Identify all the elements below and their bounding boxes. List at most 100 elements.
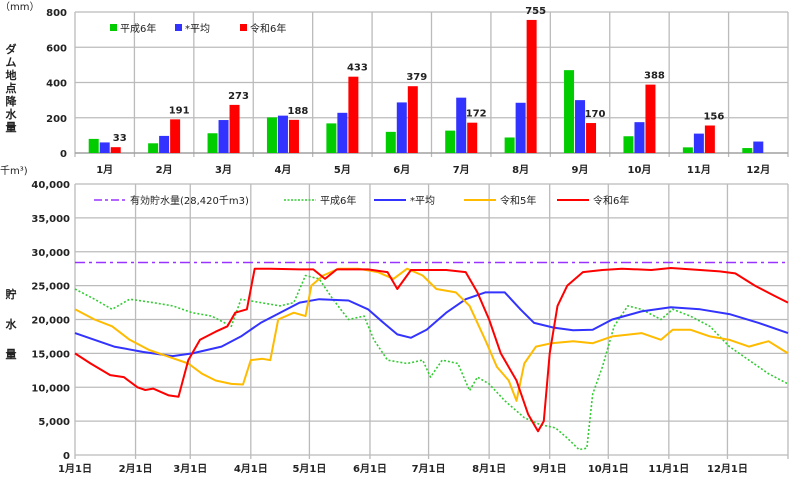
legend-swatch — [110, 24, 117, 31]
y-tick-label: 25,000 — [31, 282, 70, 293]
data-label: 33 — [113, 133, 127, 144]
x-tick-label: 10月1日 — [588, 463, 629, 475]
bar-*平均 — [515, 102, 526, 153]
bar-平成6年 — [148, 143, 159, 153]
bar-*平均 — [99, 142, 110, 153]
bar-*平均 — [396, 102, 407, 153]
x-tick-label: 11月 — [687, 164, 711, 176]
bar-平成6年 — [623, 136, 634, 153]
x-tick-label: 1月 — [96, 164, 113, 176]
data-label: 433 — [347, 63, 368, 74]
x-tick-label: 9月 — [572, 164, 589, 176]
bar-令和6年 — [170, 119, 181, 153]
data-label: 172 — [466, 109, 487, 120]
bar-令和6年 — [288, 119, 299, 153]
legend-label: 平成6年 — [320, 194, 356, 207]
legend-swatch — [240, 24, 247, 31]
x-tick-label: 5月1日 — [292, 463, 326, 475]
bar-令和6年 — [229, 104, 240, 153]
x-tick-label: 4月1日 — [234, 463, 268, 475]
legend-label: *平均 — [185, 23, 210, 35]
bar-*平均 — [456, 97, 467, 153]
y-tick-label: 5,000 — [38, 417, 70, 428]
x-tick-label: 7月 — [453, 164, 470, 176]
bar-平成6年 — [564, 70, 575, 153]
y-tick-label: 15,000 — [31, 349, 70, 360]
x-tick-label: 8月1日 — [472, 463, 506, 475]
x-tick-label: 12月1日 — [707, 463, 748, 475]
bar-平成6年 — [504, 137, 515, 153]
data-label: 170 — [585, 109, 606, 120]
bar-平成6年 — [742, 148, 753, 153]
legend-label: 令和6年 — [250, 22, 286, 35]
y-unit-label: （mm） — [0, 1, 39, 13]
data-label: 156 — [703, 112, 724, 123]
y-tick-label: 600 — [46, 43, 67, 54]
legend-label: 令和5年 — [500, 194, 536, 207]
x-tick-label: 6月 — [393, 164, 410, 176]
data-label: 188 — [288, 106, 309, 117]
bar-令和6年 — [467, 122, 478, 153]
bar-平成6年 — [88, 138, 99, 153]
y-tick-label: 0 — [63, 451, 70, 462]
bar-令和6年 — [407, 86, 418, 153]
y-tick-label: 800 — [46, 8, 67, 19]
bar-*平均 — [159, 135, 170, 153]
legend-swatch — [175, 24, 182, 31]
storage-line-chart: 0 5,000 10,000 15,000 20,000 25,000 30,000 35,0… — [0, 165, 789, 475]
x-tick-label: 5月 — [334, 164, 351, 176]
y-tick-label: 40,000 — [31, 180, 70, 191]
line-令和5年 — [74, 267, 789, 402]
legend-label: 令和6年 — [593, 194, 629, 207]
x-tick-label: 6月1日 — [353, 463, 387, 475]
x-tick-label: 9月1日 — [533, 463, 567, 475]
x-tick-label: 10月 — [627, 164, 651, 176]
x-tick-label: 1月1日 — [58, 463, 92, 475]
data-label: 379 — [406, 72, 427, 83]
x-tick-label: 8月 — [512, 164, 529, 176]
y-tick-label: 0 — [60, 149, 67, 160]
bar-平成6年 — [207, 133, 218, 153]
x-tick-label: 4月 — [274, 164, 291, 176]
bar-令和6年 — [704, 125, 715, 153]
bar-*平均 — [634, 122, 645, 153]
rainfall-bar-chart: 0 200 400 600 800 1月 2月 3月 4月 5月 6月 7月 8月 9月 10月 11月 12月… — [0, 1, 789, 176]
y-tick-label: 20,000 — [31, 316, 70, 327]
bar-平成6年 — [385, 131, 396, 153]
bar-平成6年 — [266, 117, 277, 153]
bar-*平均 — [693, 133, 704, 153]
y-tick-label: 30,000 — [31, 248, 70, 259]
data-label: 273 — [228, 91, 249, 102]
x-tick-label: 2月1日 — [119, 463, 153, 475]
bar-令和6年 — [526, 19, 537, 154]
bar-*平均 — [277, 115, 288, 153]
legend-label: 有効貯水量(28,420千m3) — [130, 194, 249, 207]
bar-*平均 — [575, 100, 586, 153]
x-tick-label: 3月 — [215, 164, 232, 176]
bar-*平均 — [337, 112, 348, 153]
y-axis-title: 貯水量 — [6, 287, 18, 361]
x-tick-label: 2月 — [156, 164, 173, 176]
bar-令和6年 — [110, 147, 121, 153]
data-label: 191 — [169, 105, 190, 116]
bar-平成6年 — [326, 123, 337, 153]
x-tick-label: 12月 — [746, 164, 770, 176]
bar-令和6年 — [348, 76, 359, 153]
x-tick-label: 3月1日 — [173, 463, 207, 475]
legend-label: 平成6年 — [120, 22, 156, 35]
data-label: 388 — [644, 71, 665, 82]
bar-令和6年 — [645, 84, 656, 153]
y-axis-title: ダム地点降水量 — [6, 42, 18, 134]
y-tick-label: 35,000 — [31, 214, 70, 225]
y-tick-label: 400 — [46, 79, 67, 90]
line-*平均 — [74, 291, 789, 358]
y-tick-label: 200 — [46, 114, 67, 125]
x-tick-label: 11月1日 — [648, 463, 689, 475]
bar-令和6年 — [586, 123, 597, 153]
x-tick-label: 7月1日 — [412, 463, 446, 475]
bar-*平均 — [218, 120, 229, 153]
y-unit-label: 千m³) — [0, 165, 28, 177]
y-tick-label: 10,000 — [31, 383, 70, 394]
line-平成6年 — [74, 274, 789, 451]
